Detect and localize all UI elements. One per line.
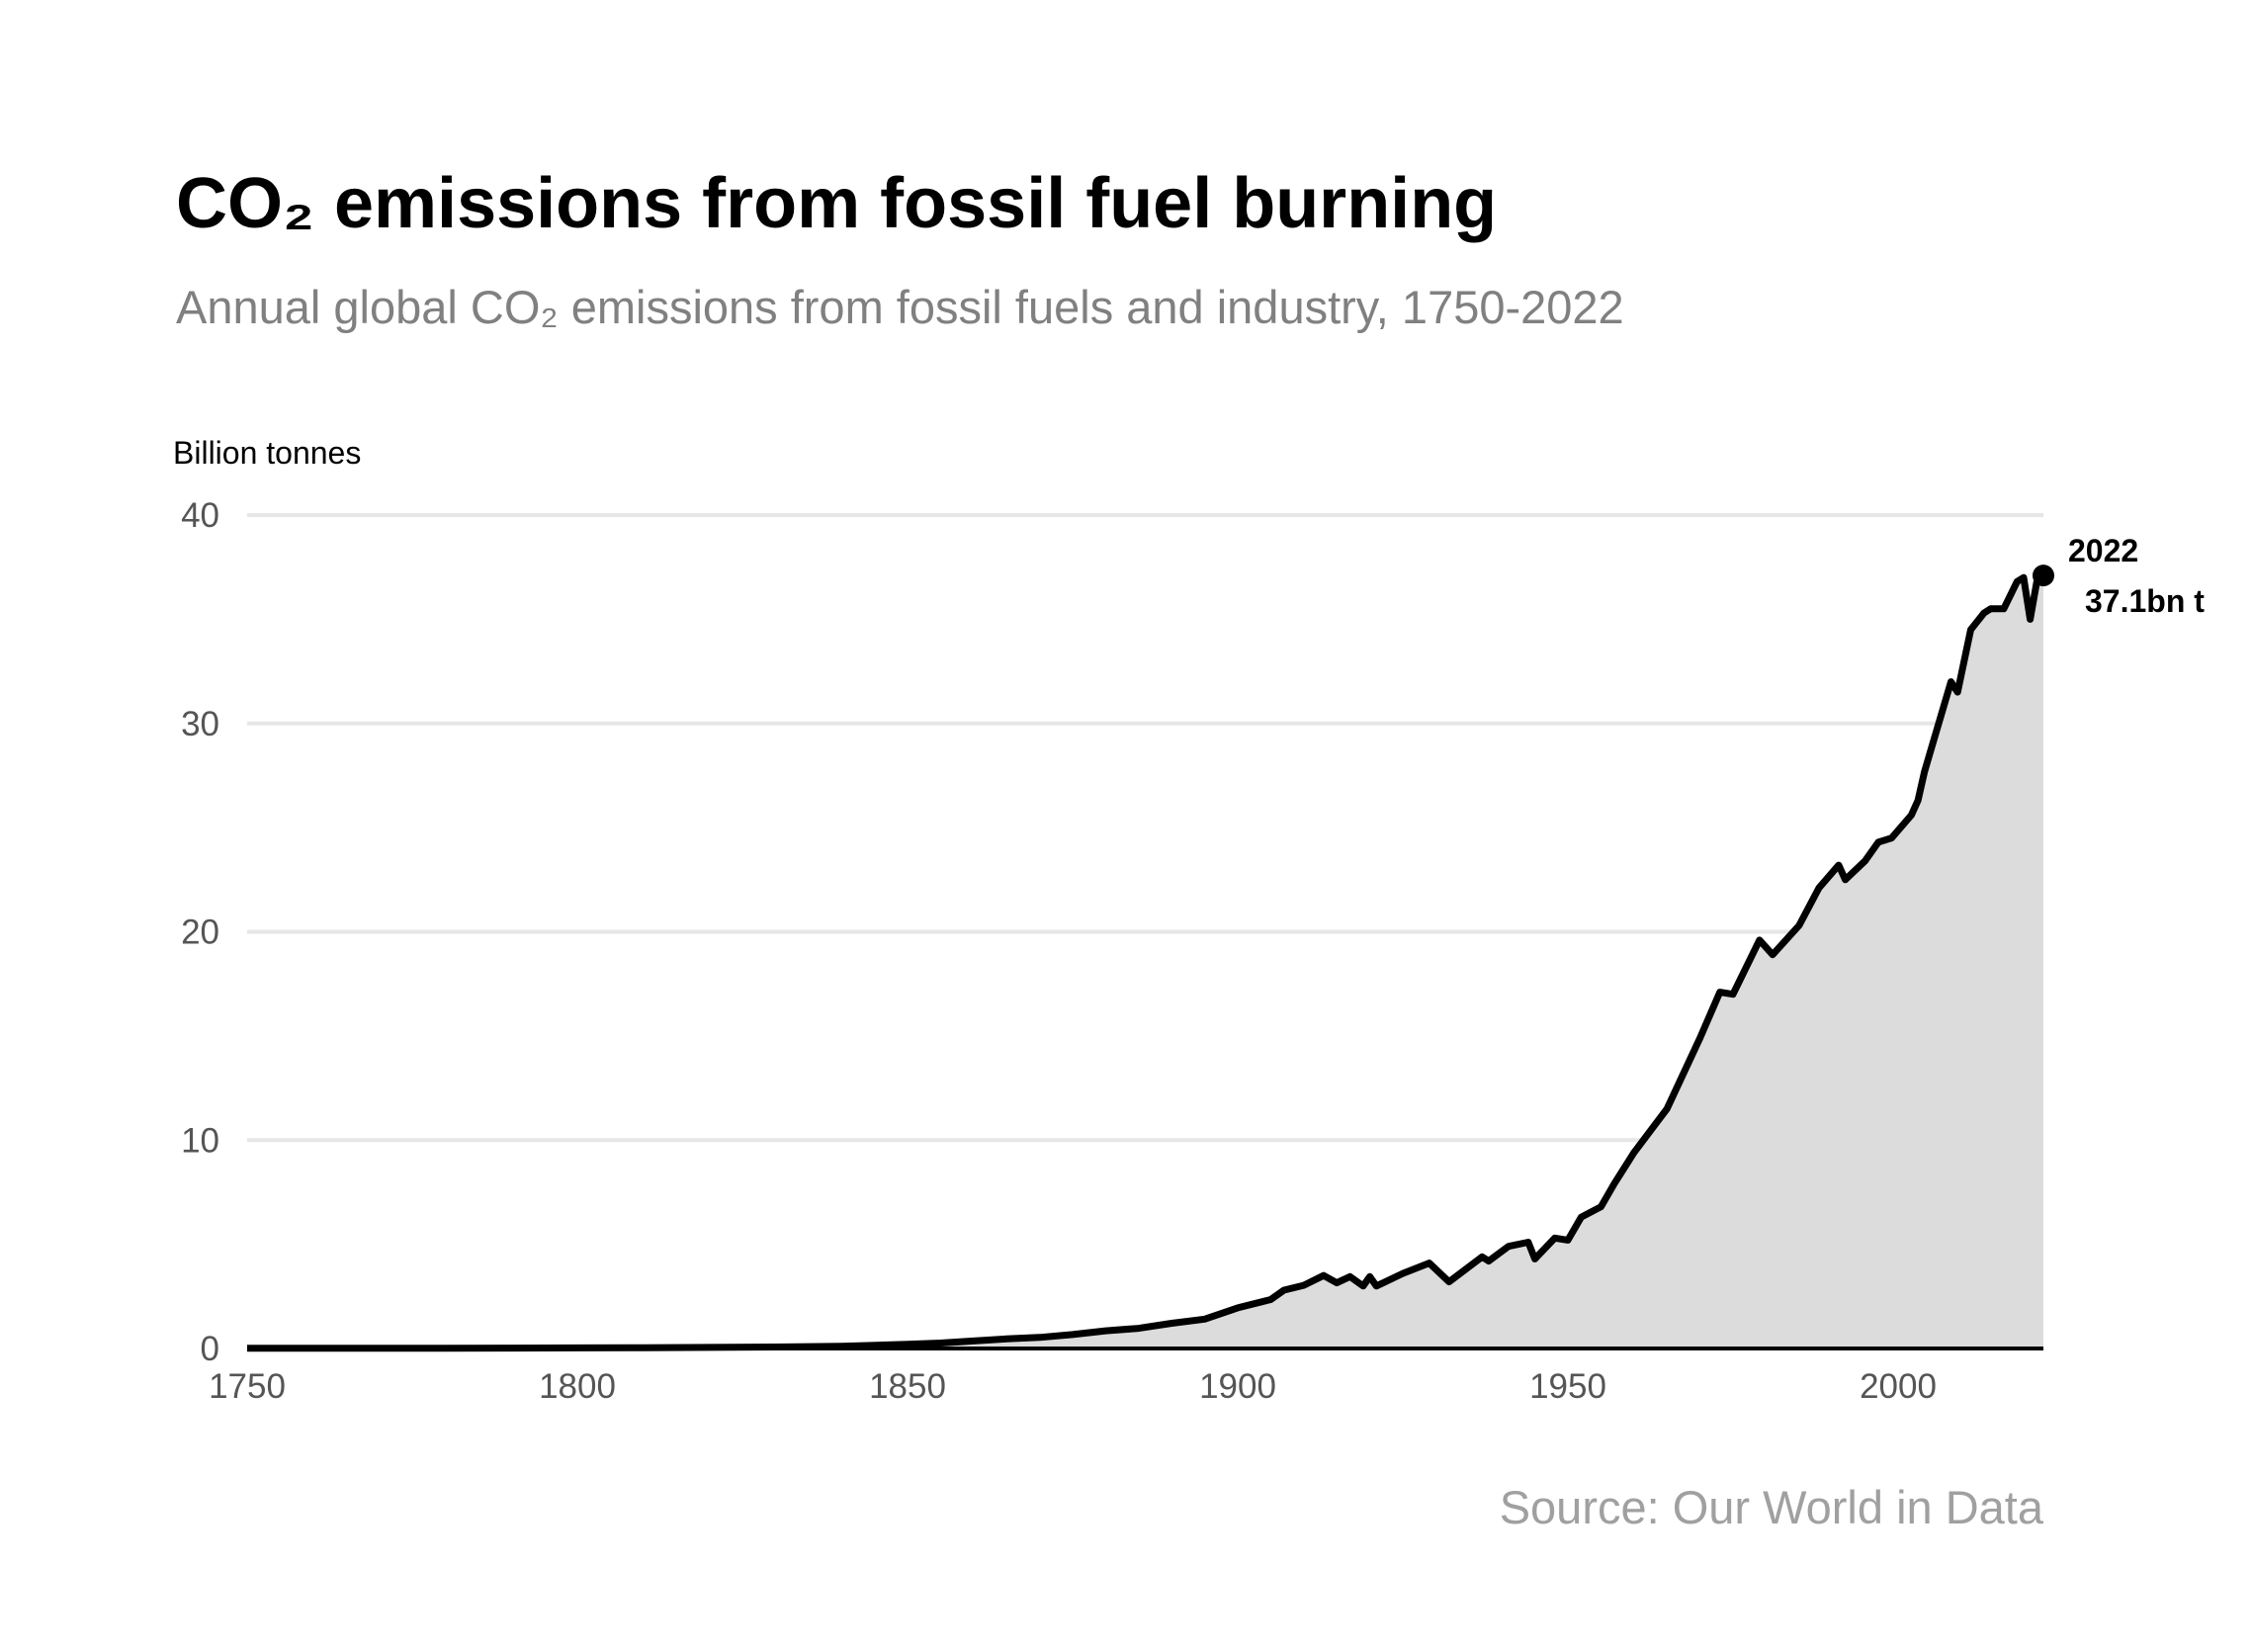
y-tick-label: 30 <box>181 705 219 743</box>
chart-subtitle: Annual global CO₂ emissions from fossil … <box>176 281 1624 333</box>
y-tick-label: 40 <box>181 496 219 535</box>
chart-title: CO₂ emissions from fossil fuel burning <box>176 164 1497 243</box>
x-tick-label: 1800 <box>539 1367 616 1406</box>
y-tick-label: 0 <box>201 1330 219 1368</box>
end-year-label: 2022 <box>2068 533 2138 568</box>
end-value-label: 37.1bn t <box>2085 583 2205 619</box>
y-tick-label: 10 <box>181 1121 219 1160</box>
x-tick-label: 1900 <box>1199 1367 1276 1406</box>
x-tick-label: 1850 <box>869 1367 946 1406</box>
area <box>247 575 2043 1348</box>
y-axis-label: Billion tonnes <box>173 435 361 471</box>
source: Source: Our World in Data <box>1500 1481 2044 1533</box>
x-tick-label: 1950 <box>1529 1367 1606 1406</box>
y-tick-label: 20 <box>181 913 219 952</box>
x-tick-label: 2000 <box>1860 1367 1937 1406</box>
end-point <box>2033 565 2054 587</box>
line <box>247 572 2046 1352</box>
x-tick-label: 1750 <box>209 1367 286 1406</box>
